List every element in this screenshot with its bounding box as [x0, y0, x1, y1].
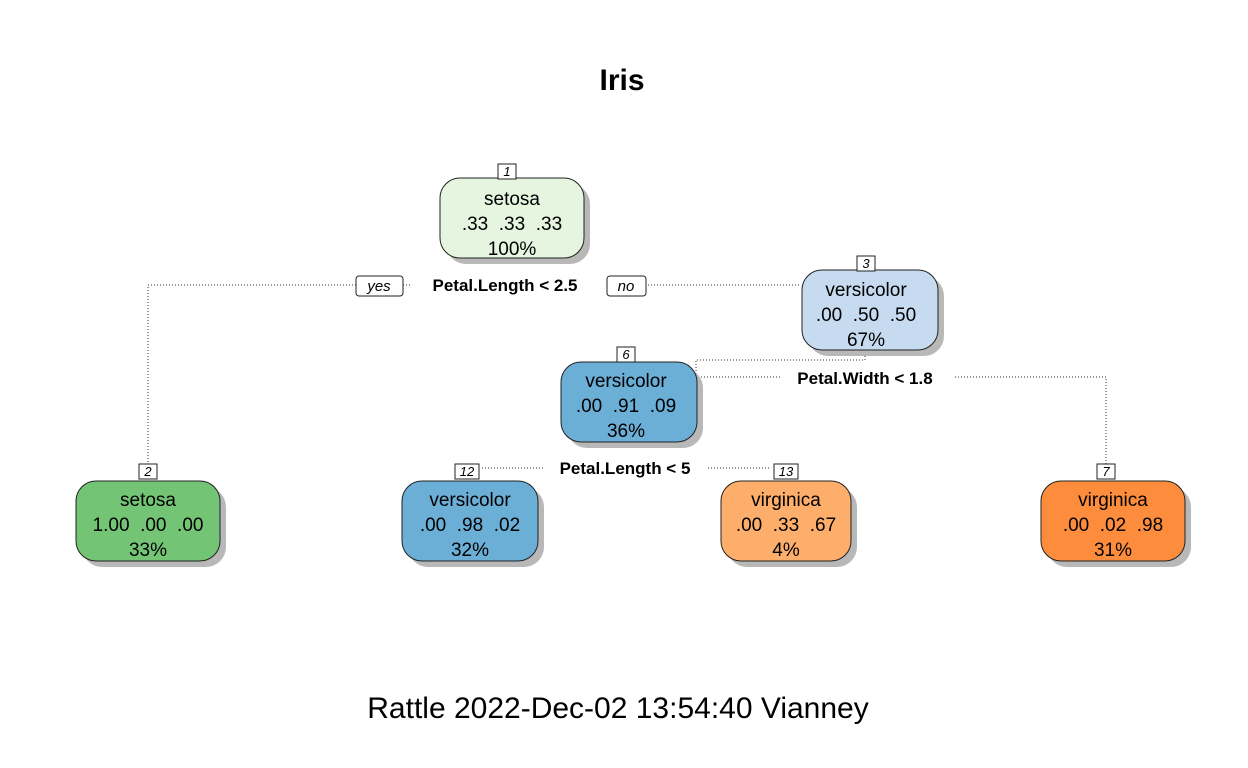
node-probs: .00 .02 .98 — [1063, 515, 1163, 536]
yes-label: yes — [366, 278, 391, 295]
node-number-tag — [497, 163, 517, 180]
node-number-tag — [616, 346, 636, 363]
node-box-2 — [75, 480, 221, 562]
node-number: 1 — [503, 164, 510, 179]
node-box-13 — [720, 480, 852, 562]
node-probs: .00 .33 .67 — [736, 515, 836, 536]
node-class: versicolor — [585, 371, 667, 392]
node-box-7 — [1040, 480, 1186, 562]
node-number: 2 — [143, 464, 152, 479]
tree-node-1: 1 setosa .33 .33 .33 100% — [439, 163, 590, 264]
no-tag: no — [606, 275, 647, 297]
node-pct: 31% — [1094, 540, 1132, 561]
edge-3-to-7 — [955, 376, 1107, 468]
node-number-tag — [773, 463, 799, 480]
yes-tag: yes — [355, 275, 404, 297]
tree-node-13: 13 virginica .00 .33 .67 4% — [720, 463, 857, 567]
node-number: 3 — [862, 256, 870, 271]
node-probs: .33 .33 .33 — [462, 214, 562, 235]
node-class: versicolor — [825, 280, 907, 301]
node-number-tag — [856, 255, 876, 272]
node-number: 6 — [622, 347, 630, 362]
node-pct: 100% — [488, 239, 537, 260]
node-probs: .00 .98 .02 — [420, 515, 520, 536]
node-number-tag — [1096, 463, 1116, 480]
tree-edges — [147, 284, 1107, 469]
node-class: setosa — [120, 490, 176, 511]
edge-1-to-2 — [147, 284, 410, 468]
node-class: setosa — [484, 189, 540, 210]
tree-node-6: 6 versicolor .00 .91 .09 36% — [560, 346, 703, 448]
node-probs: .00 .50 .50 — [816, 305, 916, 326]
node-number: 13 — [779, 464, 794, 479]
chart-title: Iris — [599, 64, 644, 97]
tree-node-3: 3 versicolor .00 .50 .50 67% — [801, 255, 944, 356]
node-pct: 4% — [772, 540, 800, 561]
node-pct: 33% — [129, 540, 167, 561]
tree-node-7: 7 virginica .00 .02 .98 31% — [1040, 463, 1191, 567]
tree-node-12: 12 versicolor .00 .98 .02 32% — [401, 463, 544, 567]
node-class: virginica — [1078, 490, 1148, 511]
no-label: no — [618, 278, 635, 295]
node-number: 12 — [460, 464, 475, 479]
split-label-node-6: Petal.Length < 5 — [560, 459, 691, 478]
node-number: 7 — [1102, 464, 1110, 479]
node-pct: 32% — [451, 540, 489, 561]
node-probs: .00 .91 .09 — [576, 396, 676, 417]
node-pct: 36% — [607, 421, 645, 442]
node-number-tag — [454, 463, 480, 480]
footer-caption: Rattle 2022-Dec-02 13:54:40 Vianney — [367, 692, 868, 725]
tree-node-2: 2 setosa 1.00 .00 .00 33% — [75, 463, 226, 567]
edge-3-to-6 — [695, 350, 866, 378]
split-label-node-1: Petal.Length < 2.5 — [432, 276, 577, 295]
node-box-12 — [401, 480, 539, 562]
node-probs: 1.00 .00 .00 — [93, 515, 204, 536]
node-class: versicolor — [429, 490, 511, 511]
split-label-node-3: Petal.Width < 1.8 — [797, 369, 932, 388]
node-class: virginica — [751, 490, 821, 511]
node-pct: 67% — [847, 330, 885, 351]
node-number-tag — [138, 463, 158, 480]
